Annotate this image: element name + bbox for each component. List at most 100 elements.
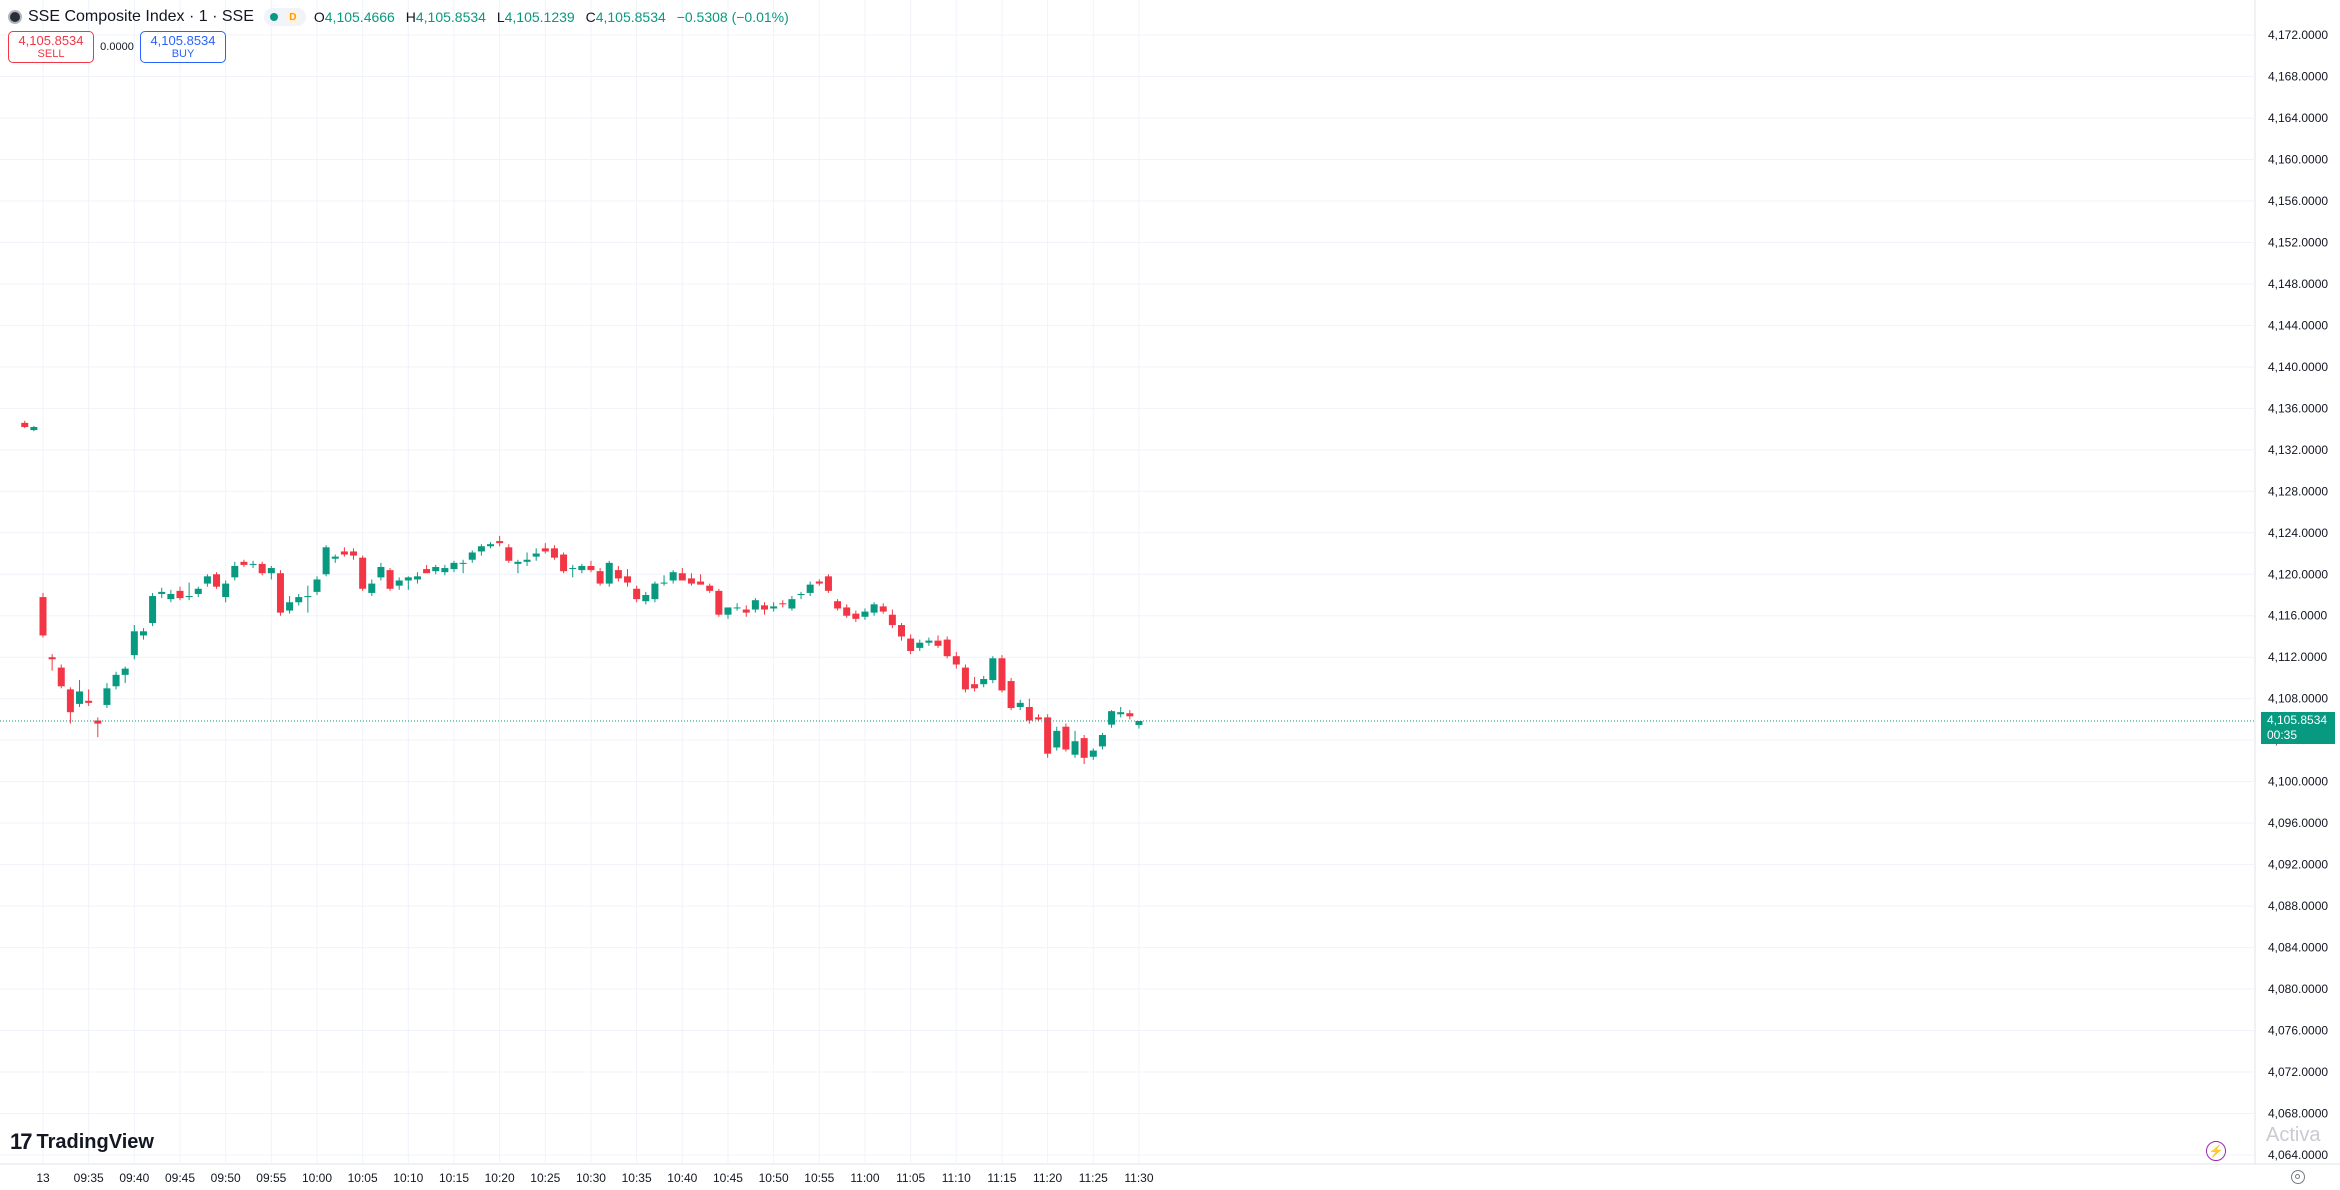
- candle[interactable]: [276, 570, 284, 616]
- tradingview-logo[interactable]: 17 TradingView: [10, 1129, 154, 1155]
- candle[interactable]: [1007, 677, 1015, 711]
- candle[interactable]: [496, 535, 504, 547]
- candle[interactable]: [669, 570, 677, 584]
- candle[interactable]: [751, 598, 759, 613]
- candle[interactable]: [651, 581, 659, 603]
- candle[interactable]: [578, 563, 586, 574]
- candle[interactable]: [194, 586, 202, 598]
- candle[interactable]: [450, 560, 458, 573]
- status-indicators[interactable]: D: [263, 8, 306, 26]
- candle[interactable]: [1053, 726, 1061, 751]
- candle[interactable]: [806, 581, 814, 597]
- candle[interactable]: [888, 609, 896, 629]
- candle[interactable]: [203, 574, 211, 587]
- candle[interactable]: [1098, 732, 1106, 750]
- candle[interactable]: [368, 579, 376, 597]
- candle[interactable]: [267, 565, 275, 580]
- symbol-title[interactable]: SSE Composite Index · 1 · SSE: [28, 8, 254, 25]
- candle[interactable]: [1044, 714, 1052, 758]
- candle[interactable]: [587, 560, 595, 573]
- candle[interactable]: [313, 576, 321, 595]
- candle[interactable]: [432, 564, 440, 575]
- candle[interactable]: [843, 604, 851, 618]
- candle[interactable]: [1016, 699, 1024, 711]
- candle[interactable]: [130, 625, 138, 660]
- candle[interactable]: [1062, 723, 1070, 752]
- candle[interactable]: [761, 602, 769, 615]
- candle[interactable]: [1080, 735, 1088, 765]
- candle[interactable]: [423, 564, 431, 574]
- candle[interactable]: [569, 564, 577, 578]
- candle[interactable]: [1135, 721, 1143, 729]
- candle[interactable]: [112, 671, 120, 690]
- candle[interactable]: [687, 573, 695, 586]
- candle[interactable]: [724, 607, 732, 619]
- candle[interactable]: [861, 608, 869, 620]
- candle[interactable]: [706, 583, 714, 593]
- candle[interactable]: [158, 587, 166, 599]
- candle[interactable]: [167, 589, 175, 603]
- candle[interactable]: [961, 664, 969, 693]
- candle[interactable]: [121, 666, 129, 684]
- candle[interactable]: [441, 564, 449, 576]
- candle[interactable]: [834, 599, 842, 611]
- candle[interactable]: [989, 656, 997, 684]
- candle[interactable]: [459, 559, 467, 574]
- candle[interactable]: [377, 562, 385, 581]
- candle[interactable]: [176, 586, 184, 601]
- candle[interactable]: [742, 605, 750, 617]
- lightning-icon[interactable]: ⚡: [2206, 1141, 2226, 1161]
- candle[interactable]: [505, 544, 513, 563]
- candle[interactable]: [824, 574, 832, 593]
- candle[interactable]: [916, 639, 924, 651]
- candle[interactable]: [971, 676, 979, 692]
- candle[interactable]: [304, 585, 312, 613]
- candle[interactable]: [815, 579, 823, 586]
- candle[interactable]: [907, 634, 915, 655]
- candle[interactable]: [103, 683, 111, 709]
- candle[interactable]: [94, 717, 102, 738]
- candle[interactable]: [1034, 714, 1042, 722]
- candle[interactable]: [185, 582, 193, 601]
- candle[interactable]: [660, 575, 668, 586]
- candle[interactable]: [678, 568, 686, 581]
- candle[interactable]: [359, 555, 367, 591]
- candle[interactable]: [76, 680, 84, 707]
- candle[interactable]: [943, 636, 951, 659]
- candle[interactable]: [66, 687, 74, 724]
- candle[interactable]: [350, 548, 358, 560]
- candle[interactable]: [240, 559, 248, 567]
- candle[interactable]: [468, 550, 476, 563]
- candle[interactable]: [980, 675, 988, 688]
- candle[interactable]: [797, 591, 805, 600]
- candle[interactable]: [541, 543, 549, 554]
- candle[interactable]: [231, 561, 239, 581]
- candle[interactable]: [149, 592, 157, 627]
- candle[interactable]: [733, 603, 741, 611]
- candle[interactable]: [642, 591, 650, 605]
- candle[interactable]: [788, 596, 796, 611]
- candle[interactable]: [386, 568, 394, 591]
- candle[interactable]: [898, 623, 906, 641]
- candle[interactable]: [258, 561, 266, 576]
- candle[interactable]: [550, 545, 558, 560]
- candle[interactable]: [925, 637, 933, 646]
- candle[interactable]: [39, 592, 47, 638]
- settings-gear-icon[interactable]: [2291, 1170, 2305, 1184]
- candle[interactable]: [624, 569, 632, 587]
- candle[interactable]: [1126, 710, 1134, 720]
- candle[interactable]: [1025, 698, 1033, 724]
- candle[interactable]: [286, 596, 294, 614]
- candle[interactable]: [614, 565, 622, 582]
- candle[interactable]: [605, 560, 613, 587]
- candle[interactable]: [596, 568, 604, 586]
- candle[interactable]: [340, 547, 348, 557]
- buy-button[interactable]: 4,105.8534 BUY: [140, 31, 226, 63]
- candle[interactable]: [1117, 707, 1125, 718]
- candle[interactable]: [852, 610, 860, 622]
- candle[interactable]: [770, 602, 778, 612]
- candle[interactable]: [222, 580, 230, 603]
- candle[interactable]: [331, 554, 339, 563]
- candle[interactable]: [295, 593, 303, 606]
